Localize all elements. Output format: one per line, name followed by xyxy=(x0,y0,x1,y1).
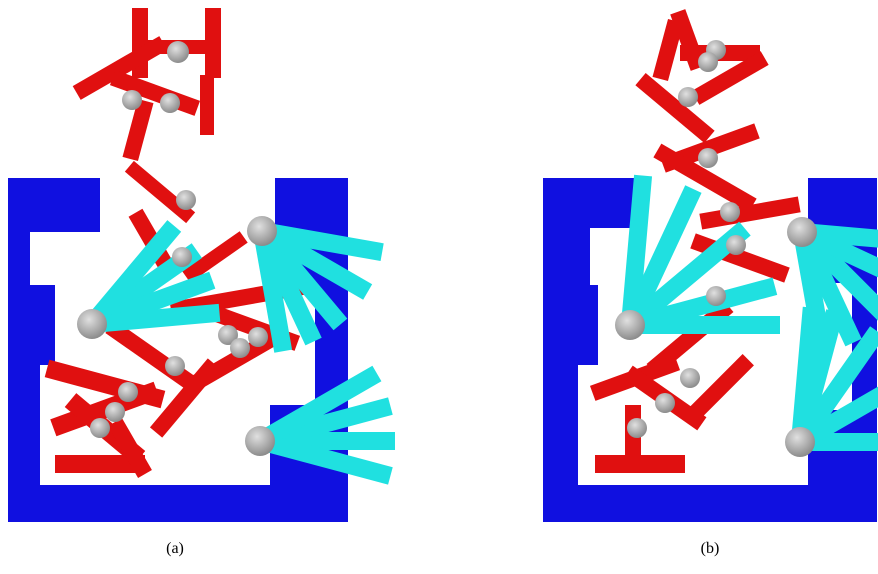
figure: (a) xyxy=(0,0,878,574)
panel-a: (a) xyxy=(8,8,395,557)
panel-label: (b) xyxy=(701,540,720,557)
page: {"panels": [{"label": "(a)"}, {"label": … xyxy=(0,0,878,574)
panel-b: (b) xyxy=(543,9,878,557)
panel-label: (a) xyxy=(166,540,184,557)
